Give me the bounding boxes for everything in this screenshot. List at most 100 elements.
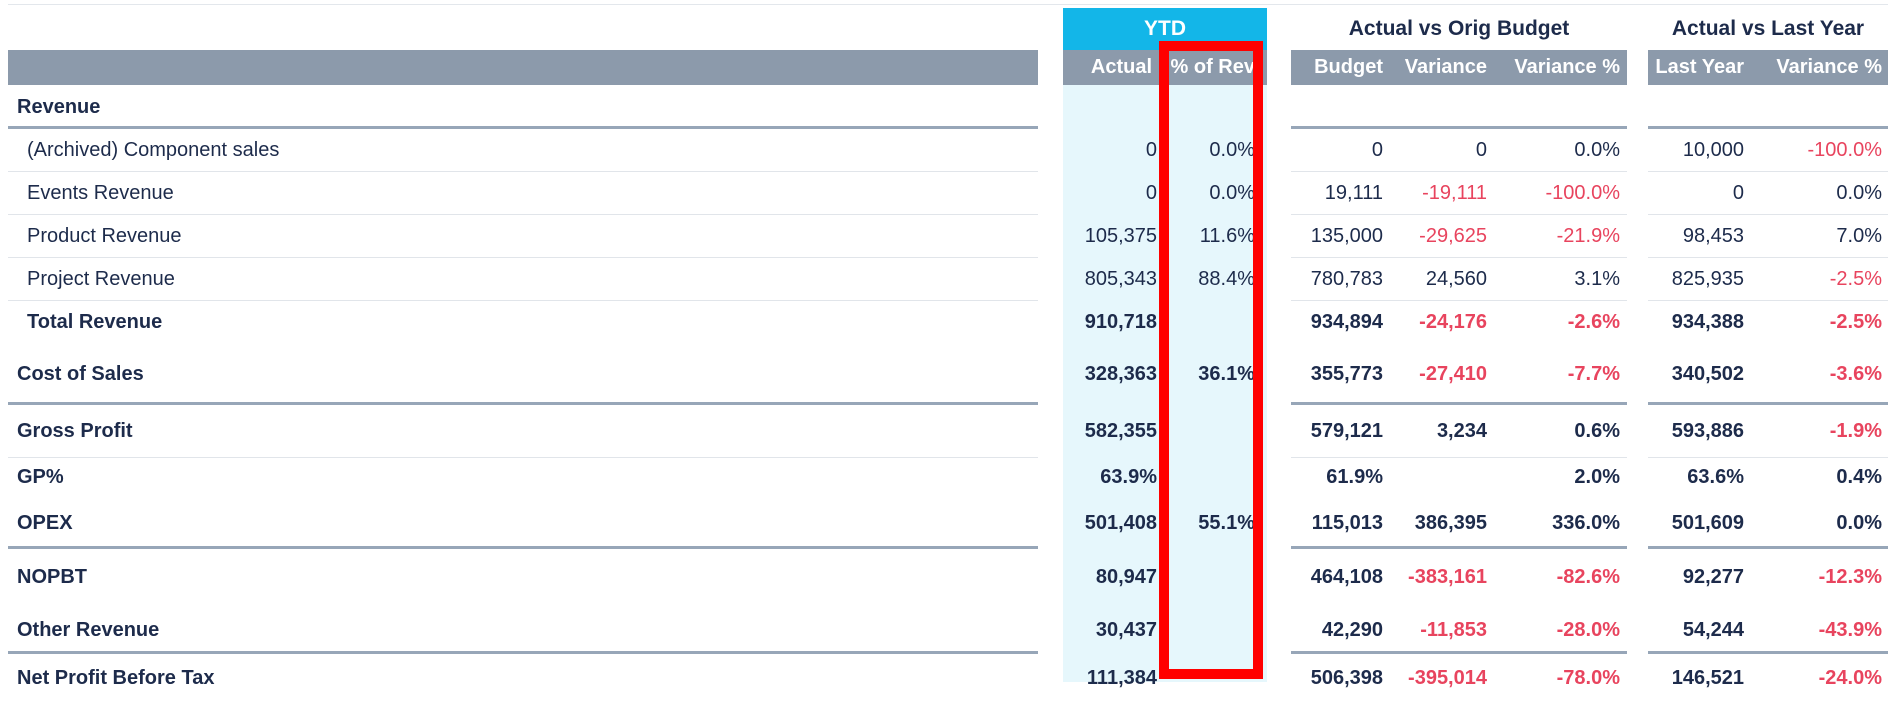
table-row[interactable]: OPEX 501,408 55.1% 115,013 386,395 336.0% 501,… bbox=[0, 497, 1894, 549]
cell-variance-pct: -100.0% bbox=[1545, 182, 1621, 204]
cell-budget: 464,108 bbox=[1310, 566, 1383, 588]
col-header-variance[interactable]: Variance bbox=[1404, 56, 1487, 78]
table-row[interactable]: Product Revenue 105,375 11.6% 135,000 -29,62… bbox=[0, 215, 1894, 258]
table-row[interactable]: GP% 63.9% 61.9% 2.0% 63.6% 0.4% bbox=[0, 458, 1894, 497]
table-row[interactable]: Cost of Sales 328,363 36.1% 355,773 -27,410 -… bbox=[0, 344, 1894, 405]
cell-variance: 386,395 bbox=[1414, 511, 1487, 534]
cell-budget: 934,894 bbox=[1310, 311, 1383, 333]
table-row[interactable]: Net Profit Before Tax 111,384 506,398 -395,… bbox=[0, 654, 1894, 702]
cell-last-year: 340,502 bbox=[1671, 363, 1744, 385]
budget-group-header: Actual vs Orig Budget bbox=[1348, 17, 1570, 40]
row-label: Other Revenue bbox=[17, 618, 160, 641]
col-header-pct-rev[interactable]: % of Rev bbox=[1170, 56, 1255, 78]
col-header-ly-variance-pct[interactable]: Variance % bbox=[1776, 56, 1882, 78]
row-divider bbox=[8, 126, 1038, 129]
row-divider bbox=[1648, 300, 1888, 301]
row-divider bbox=[8, 651, 1038, 654]
table-row[interactable]: Revenue bbox=[0, 85, 1894, 129]
cell-ly-variance-pct: -1.9% bbox=[1829, 420, 1882, 442]
table-row[interactable]: Project Revenue 805,343 88.4% 780,783 24,560… bbox=[0, 258, 1894, 301]
row-label: Events Revenue bbox=[27, 182, 174, 204]
cell-last-year: 146,521 bbox=[1671, 666, 1744, 689]
cell-last-year: 10,000 bbox=[1682, 139, 1744, 161]
cell-variance bbox=[1383, 458, 1487, 497]
cell-variance: 0 bbox=[1475, 139, 1487, 161]
cell-last-year: 92,277 bbox=[1682, 566, 1744, 588]
cell-last-year: 934,388 bbox=[1671, 311, 1744, 333]
cell-last-year: 63.6% bbox=[1687, 466, 1744, 488]
table-row[interactable]: Total Revenue 910,718 934,894 -24,176 -2.6% 9… bbox=[0, 301, 1894, 344]
cell-actual: 80,947 bbox=[1095, 566, 1157, 588]
report-table: YTD Actual vs Orig Budget Actual vs Last… bbox=[0, 4, 1894, 689]
row-divider bbox=[1291, 651, 1627, 654]
cell-variance-pct: 0.6% bbox=[1574, 420, 1620, 442]
col-header-last-year[interactable]: Last Year bbox=[1655, 56, 1744, 78]
table-row[interactable]: Gross Profit 582,355 579,121 3,234 0.6% 593,8… bbox=[0, 405, 1894, 458]
cell-last-year: 0 bbox=[1732, 182, 1744, 204]
cell-budget: 135,000 bbox=[1310, 225, 1383, 247]
row-divider bbox=[1648, 214, 1888, 215]
col-header-actual[interactable]: Actual bbox=[1090, 56, 1152, 78]
cell-ly-variance-pct: 0.0% bbox=[1836, 182, 1882, 204]
row-label: Revenue bbox=[17, 95, 101, 118]
last-year-header-band bbox=[1648, 50, 1888, 85]
top-divider bbox=[8, 4, 1888, 5]
cell-variance: -29,625 bbox=[1419, 225, 1487, 247]
row-label: Project Revenue bbox=[27, 268, 175, 290]
cell-variance-pct: -21.9% bbox=[1556, 225, 1620, 247]
cell-variance-pct: 2.0% bbox=[1574, 466, 1620, 488]
cell-variance: -395,014 bbox=[1408, 666, 1487, 689]
cell-budget: 0 bbox=[1371, 139, 1383, 161]
cell-actual: 910,718 bbox=[1084, 311, 1157, 333]
cell-last-year: 54,244 bbox=[1682, 618, 1744, 641]
row-divider bbox=[1291, 457, 1627, 458]
cell-budget: 506,398 bbox=[1310, 666, 1383, 689]
cell-last-year: 98,453 bbox=[1682, 225, 1744, 247]
cell-pct-rev: 55.1% bbox=[1198, 511, 1255, 534]
budget-header-band bbox=[1291, 50, 1627, 85]
row-label: Net Profit Before Tax bbox=[17, 666, 215, 689]
cell-budget: 42,290 bbox=[1321, 618, 1383, 641]
highlight-box bbox=[1159, 41, 1263, 679]
col-header-budget[interactable]: Budget bbox=[1314, 56, 1383, 78]
table-row[interactable]: Events Revenue 0 0.0% 19,111 -19,111 -100.0% 0… bbox=[0, 172, 1894, 215]
table-row[interactable]: Other Revenue 30,437 42,290 -11,853 -28.0% 54… bbox=[0, 606, 1894, 654]
cell-last-year: 501,609 bbox=[1671, 511, 1744, 534]
cell-variance: -383,161 bbox=[1408, 566, 1487, 588]
row-divider bbox=[1648, 457, 1888, 458]
row-divider bbox=[8, 457, 1038, 458]
row-label: Product Revenue bbox=[27, 225, 182, 247]
row-divider bbox=[1291, 402, 1627, 405]
row-label: Total Revenue bbox=[27, 311, 163, 333]
col-header-variance-pct[interactable]: Variance % bbox=[1514, 56, 1620, 78]
row-label: Gross Profit bbox=[17, 420, 133, 442]
row-label: OPEX bbox=[17, 511, 73, 534]
table-row[interactable]: (Archived) Component sales 0 0.0% 0 0 0.0% 10,… bbox=[0, 129, 1894, 172]
cell-ly-variance-pct: -12.3% bbox=[1818, 566, 1882, 588]
cell-actual: 805,343 bbox=[1084, 268, 1157, 290]
cell-budget: 780,783 bbox=[1310, 268, 1383, 290]
row-label: (Archived) Component sales bbox=[27, 139, 280, 161]
cell-ly-variance-pct: -2.5% bbox=[1829, 268, 1882, 290]
cell-variance-pct: -7.7% bbox=[1567, 363, 1620, 385]
cell-variance: -27,410 bbox=[1419, 363, 1487, 385]
cell-ly-variance-pct: -2.5% bbox=[1829, 311, 1882, 333]
cell-variance: 3,234 bbox=[1436, 420, 1487, 442]
row-divider bbox=[1291, 546, 1627, 549]
cell-variance: 24,560 bbox=[1425, 268, 1487, 290]
row-divider bbox=[8, 214, 1038, 215]
cell-last-year: 593,886 bbox=[1671, 420, 1744, 442]
row-divider bbox=[8, 546, 1038, 549]
cell-variance-pct: 0.0% bbox=[1574, 139, 1620, 161]
row-divider bbox=[1291, 257, 1627, 258]
row-divider bbox=[1291, 214, 1627, 215]
cell-last-year: 825,935 bbox=[1671, 268, 1744, 290]
table-row[interactable]: NOPBT 80,947 464,108 -383,161 -82.6% 92,277 -1… bbox=[0, 549, 1894, 606]
row-divider bbox=[8, 300, 1038, 301]
cell-variance-pct bbox=[1487, 85, 1620, 129]
cell-pct-rev: 36.1% bbox=[1198, 363, 1255, 385]
cell-actual: 0 bbox=[1145, 182, 1157, 204]
cell-ly-variance-pct: 7.0% bbox=[1836, 225, 1882, 247]
cell-actual: 105,375 bbox=[1084, 225, 1157, 247]
cell-variance-pct: -82.6% bbox=[1556, 566, 1620, 588]
